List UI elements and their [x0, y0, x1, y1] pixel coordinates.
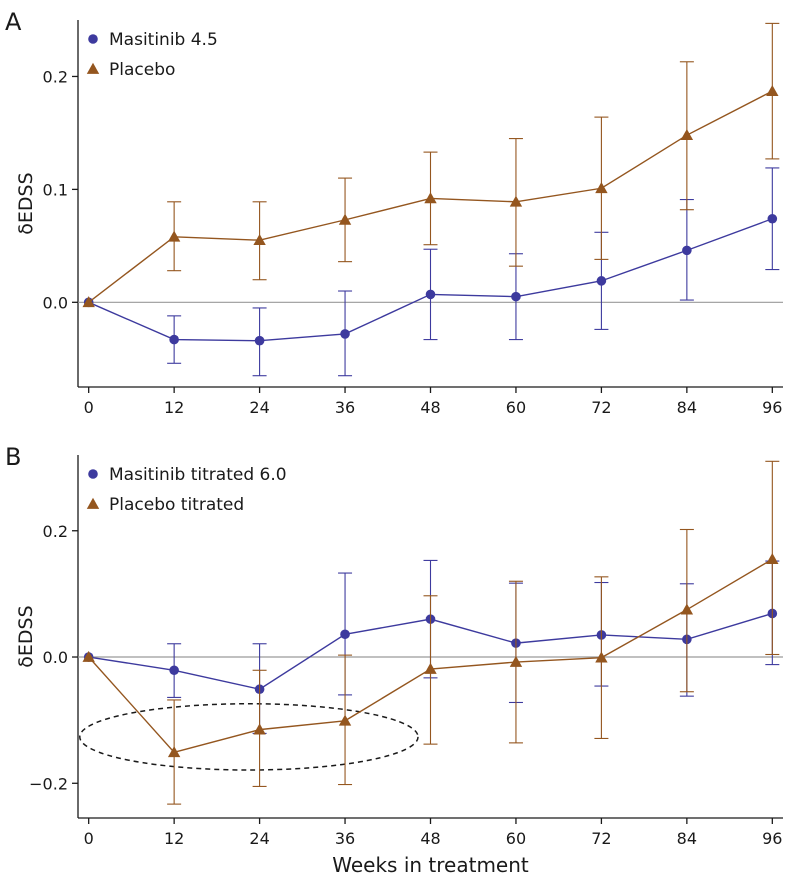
- panel-a-x-tick-label: 0: [84, 398, 94, 417]
- panel-a-series-placebo-point: [338, 213, 352, 225]
- panel-b-y-tick-label: 0.2: [43, 522, 68, 541]
- panel-b-series-placebo-point: [766, 552, 779, 565]
- panel-a-x-tick-label: 60: [506, 398, 526, 417]
- panel-a-series-masitinib-point: [254, 335, 265, 346]
- panel-b-series-placebo-point: [82, 650, 95, 662]
- panel-b-y-tick-label: 0.0: [43, 648, 68, 667]
- panel-a-y-tick-label: 0.2: [43, 67, 68, 86]
- panel-a-x-tick-label: 12: [164, 398, 184, 417]
- panel-a-y-tick-label: 0.0: [43, 293, 68, 312]
- panel-b-series-placebo-point: [167, 746, 181, 758]
- panel-b-x-axis-label: Weeks in treatment: [332, 853, 529, 876]
- panel-a-series-masitinib-point: [425, 289, 436, 300]
- panel-b-legend-marker: [86, 497, 100, 509]
- panel-a-series-placebo-point: [424, 192, 437, 204]
- panel-a-series-masitinib-point: [596, 276, 607, 286]
- panel-a-series-placebo-point: [82, 296, 95, 308]
- panel-a-y-axis-label: δEDSS: [15, 172, 37, 234]
- panel-a-series-placebo-point: [680, 128, 694, 141]
- panel-a-series-placebo-point: [509, 195, 523, 207]
- panel-a-legend-label: Masitinib 4.5: [109, 30, 218, 50]
- panel-b-series-masitinib: [83, 559, 780, 734]
- panel-b-series-masitinib-point: [169, 665, 179, 676]
- panel-b-x-tick-label: 12: [164, 829, 184, 848]
- panel-a-legend-label: Placebo: [109, 60, 175, 80]
- panel-a-series-placebo-point: [595, 182, 608, 194]
- panel-b-x-tick-label: 0: [84, 829, 94, 848]
- panel-b-series-placebo-point: [509, 655, 523, 667]
- panel-b-label: B: [5, 443, 21, 471]
- panel-b-legend-entry: Masitinib titrated 6.0: [88, 465, 287, 485]
- panel-b-series-placebo: [82, 460, 780, 805]
- panel-a-legend-marker: [86, 62, 100, 74]
- panel-b-x-tick-label: 48: [420, 829, 440, 848]
- panel-b-y-tick-label: −0.2: [29, 774, 68, 793]
- panel-b-series-placebo-point: [680, 603, 694, 615]
- panel-b-annotation-ellipse: [79, 702, 419, 771]
- panel-b-x-tick-label: 72: [591, 829, 611, 848]
- panel-a-series-masitinib-point: [682, 245, 692, 256]
- panel-a-series-masitinib-point: [340, 329, 350, 339]
- panel-a-series-placebo-point: [253, 234, 266, 246]
- panel-b-y-axis-label: δEDSS: [15, 605, 37, 667]
- panel-a-x-tick-label: 72: [591, 398, 611, 417]
- panel-b-series-masitinib-point: [340, 629, 350, 640]
- panel-a-x-tick-label: 36: [335, 398, 355, 417]
- panel-b-series-placebo-point: [253, 723, 266, 735]
- panel-a-series-masitinib: [83, 167, 780, 377]
- panel-b-x-tick-label: 24: [249, 829, 269, 848]
- panel-b: B −0.2 0.0 0.2 0 12 24 36 48 60 72 84 96 δEDSS Weeks i…: [5, 443, 783, 877]
- panel-a-legend-marker: [88, 34, 98, 44]
- panel-b-x-tick-label: 60: [506, 829, 526, 848]
- panel-a-x-tick-label: 84: [677, 398, 697, 417]
- panel-a-series-masitinib-point: [169, 334, 179, 345]
- panel-b-x-tick-label: 84: [677, 829, 697, 848]
- panel-a-legend-entry: Masitinib 4.5: [88, 30, 218, 50]
- panel-b-series-placebo-point: [338, 714, 352, 726]
- panel-a-series-placebo: [82, 22, 780, 308]
- panel-a-series-placebo-point: [766, 84, 779, 96]
- panel-b-series-placebo-point: [595, 651, 608, 663]
- panel-a-series-masitinib-point: [511, 291, 521, 302]
- panel-a-x-tick-label: 96: [762, 398, 782, 417]
- panel-b-x-tick-label: 36: [335, 829, 355, 848]
- panel-b-legend-marker: [88, 469, 98, 479]
- panel-a-series-placebo-point: [167, 230, 181, 242]
- panel-b-series-placebo-point: [424, 662, 437, 674]
- panel-b-legend-label: Placebo titrated: [109, 495, 244, 515]
- panel-a-y-tick-label: 0.1: [43, 180, 68, 199]
- panel-a-series-masitinib-point: [767, 213, 778, 224]
- panel-b-legend-entry: Placebo titrated: [86, 495, 244, 515]
- panel-a-label: A: [5, 8, 22, 36]
- panel-a: A 0.0 0.1 0.2 0 12 24 36 48 60 72 84 96 δEDSS Masitini…: [5, 8, 783, 417]
- panel-b-x-tick-label: 96: [762, 829, 782, 848]
- panel-b-legend-label: Masitinib titrated 6.0: [109, 465, 287, 485]
- panel-a-legend-entry: Placebo: [86, 60, 175, 80]
- panel-a-x-tick-label: 48: [420, 398, 440, 417]
- panel-a-x-tick-label: 24: [249, 398, 269, 417]
